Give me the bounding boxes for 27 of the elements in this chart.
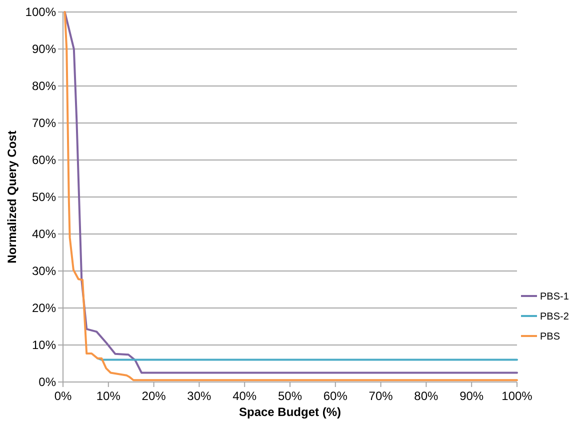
x-tick-label: 60% bbox=[323, 389, 348, 403]
y-tick-label: 30% bbox=[32, 264, 56, 278]
y-tick-label: 20% bbox=[32, 301, 56, 316]
y-tick-label: 100% bbox=[25, 5, 56, 20]
y-tick-label: 60% bbox=[32, 153, 56, 168]
y-tick-label: 80% bbox=[32, 79, 56, 94]
y-tick-label: 40% bbox=[32, 227, 56, 242]
x-tick-label: 50% bbox=[278, 389, 302, 403]
x-tick-label: 70% bbox=[368, 389, 394, 403]
x-tick-label: 80% bbox=[414, 389, 439, 403]
y-tick-label: 10% bbox=[32, 338, 56, 352]
x-tick-label: 40% bbox=[232, 389, 257, 403]
y-axis-title: Normalized Query Cost bbox=[5, 130, 19, 264]
legend-label: PBS bbox=[540, 332, 560, 342]
x-tick-label: 90% bbox=[460, 389, 484, 403]
y-tick-label: 50% bbox=[32, 190, 56, 204]
x-tick-label: 100% bbox=[502, 389, 533, 403]
x-tick-label: 30% bbox=[187, 389, 212, 403]
y-tick-label: 90% bbox=[32, 42, 56, 56]
legend-label: PBS-2 bbox=[540, 312, 570, 322]
y-tick-label: 70% bbox=[32, 116, 56, 130]
x-tick-label: 10% bbox=[96, 389, 121, 403]
y-tick-label: 0% bbox=[38, 375, 56, 390]
x-axis-title: Space Budget (%) bbox=[238, 405, 342, 419]
legend-label: PBS-1 bbox=[540, 292, 570, 302]
x-tick-label: 0% bbox=[54, 389, 72, 403]
x-tick-label: 20% bbox=[142, 389, 166, 403]
